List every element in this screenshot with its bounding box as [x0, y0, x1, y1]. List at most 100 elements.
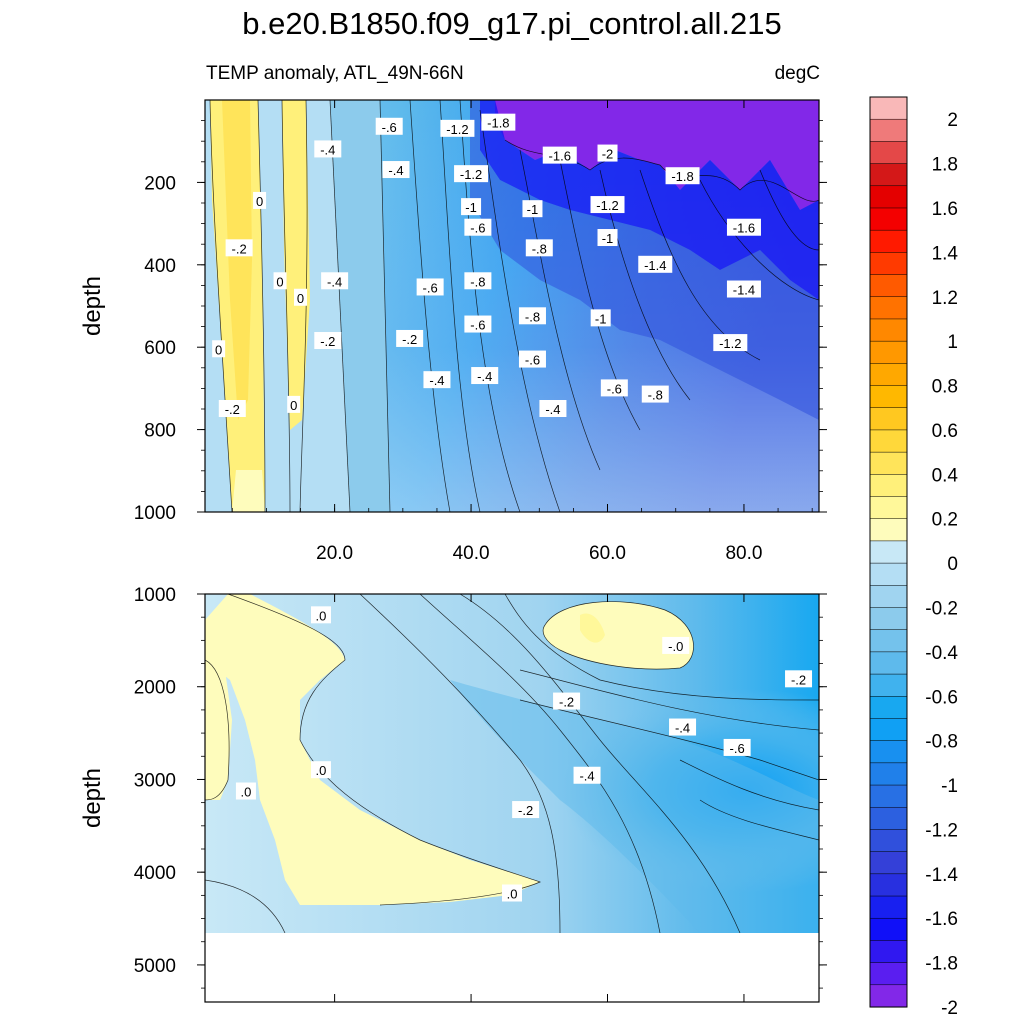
contour-label-text: -1.2 — [460, 167, 482, 182]
contour-label-box — [518, 350, 546, 368]
contour-label-text: -1.4 — [733, 283, 755, 298]
contour-label: 0 — [212, 340, 226, 358]
contour-label-text: -1.6 — [733, 221, 755, 236]
y-tick-label: 600 — [144, 338, 176, 359]
contour-label: -1.4 — [638, 255, 673, 273]
contour-label: -.8 — [518, 307, 546, 325]
contour-label-box — [273, 272, 287, 290]
contour-label-box — [225, 239, 253, 257]
contour-label: -1.8 — [665, 167, 700, 185]
colorbar-label: 0.8 — [932, 377, 958, 398]
contour-label-text: -.4 — [579, 769, 594, 784]
contour-label-text: -2 — [602, 147, 614, 162]
contour-label: -.4 — [382, 161, 410, 179]
contour-label-box — [597, 229, 618, 247]
colorbar-swatch — [869, 185, 908, 209]
colorbar-label: -0.2 — [925, 598, 958, 619]
contour-label-text: -.2 — [320, 334, 335, 349]
contour-label-box — [525, 239, 553, 257]
contour-label-box — [454, 165, 489, 183]
colorbar-swatch — [869, 895, 908, 919]
colorbar-label: -2 — [941, 998, 958, 1019]
lower-panel: .0 -.0 -.2 -.2 -.4 -.6 .0 -.4 .0 -.2 .0 1000 2000 30… — [79, 585, 827, 1003]
y-tick-label: 3000 — [134, 770, 176, 791]
contour-label-text: 0 — [290, 398, 297, 413]
contour-label: -.0 — [662, 636, 690, 654]
colorbar-swatch — [869, 451, 908, 475]
colorbar-swatch — [869, 496, 908, 520]
contour-label: -.4 — [669, 718, 697, 736]
contour-label: .0 — [310, 761, 331, 779]
contour-label-text: -1 — [602, 231, 614, 246]
colorbar-swatch — [869, 718, 908, 742]
contour-label-text: -.4 — [675, 721, 690, 736]
colorbar-label: 1.8 — [932, 155, 958, 176]
colorbar-swatch — [869, 784, 908, 808]
lower-contour-labels: .0 -.0 -.2 -.2 -.4 -.6 .0 -.4 .0 -.2 .0 — [235, 606, 813, 902]
contour-label: -.4 — [314, 140, 342, 158]
colorbar-label: 1.4 — [932, 243, 959, 264]
contour-label: -.4 — [321, 272, 349, 290]
colorbar-swatch — [869, 762, 908, 786]
contour-label: -1.2 — [454, 165, 489, 183]
contour-label-box — [638, 255, 673, 273]
upper-y-axis: 200 400 600 800 1000 — [134, 120, 827, 524]
contour-label: -.6 — [518, 350, 546, 368]
colorbar-swatch — [869, 363, 908, 387]
contour-label: 0 — [253, 191, 267, 209]
contour-label-text: -.2 — [559, 695, 574, 710]
contour-label-text: -1.2 — [446, 122, 468, 137]
colorbar-label: 1.6 — [932, 199, 958, 220]
contour-label-box — [542, 146, 577, 164]
contour-label-box — [590, 196, 625, 214]
contour-label-text: -.2 — [791, 672, 806, 687]
contour-label-text: -.6 — [470, 221, 485, 236]
contour-label-box — [314, 332, 342, 350]
contour-label-text: -.2 — [402, 332, 417, 347]
colorbar-swatch — [869, 851, 908, 875]
contour-label-text: -.6 — [730, 741, 745, 756]
contour-label: .0 — [310, 606, 331, 624]
contour-label: -.8 — [464, 272, 492, 290]
colorbar-swatch — [869, 429, 908, 453]
colorbar-swatch — [869, 296, 908, 320]
colorbar-swatch — [869, 141, 908, 165]
contour-label-text: -.4 — [477, 369, 492, 384]
contour-label: -.6 — [723, 738, 751, 756]
contour-label-text: -.6 — [423, 280, 438, 295]
y-tick-label: 1000 — [134, 503, 176, 524]
contour-label: -.8 — [525, 239, 553, 257]
figure-title: b.e20.B1850.f09_g17.pi_control.all.215 — [242, 6, 782, 41]
y-tick-label: 400 — [144, 256, 176, 277]
contour-label: -.2 — [218, 400, 246, 417]
contour-label-box — [416, 278, 444, 296]
contour-label-box — [321, 272, 349, 290]
contour-label-text: -.0 — [668, 639, 683, 654]
colorbar-swatch — [869, 873, 908, 897]
contour-label-text: -1.8 — [671, 169, 693, 184]
contour-label-text: -.8 — [470, 274, 485, 289]
contour-label-box — [253, 191, 267, 209]
colorbar-swatch — [869, 163, 908, 187]
colorbar: 2 1.8 1.6 1.4 1.2 1 0.8 0.6 0.4 0.2 0 -0.2 -0.4 -0.6 -… — [869, 96, 959, 1019]
contour-label: -1 — [597, 229, 618, 247]
contour-label: -.2 — [314, 332, 342, 350]
plot-subtitle: TEMP anomaly, ATL_49N-66N — [206, 63, 464, 84]
contour-label-text: -.4 — [429, 373, 444, 388]
contour-label: 0 — [294, 288, 308, 306]
colorbar-swatch — [869, 984, 908, 1008]
y-tick-label: 5000 — [134, 956, 176, 977]
colorbar-label: 0.4 — [932, 465, 959, 486]
contour-label-box — [396, 329, 424, 347]
contour-label-box — [464, 272, 492, 290]
contour-label: -.8 — [641, 385, 669, 403]
y-tick-label: 1000 — [134, 585, 176, 606]
colorbar-swatch — [869, 585, 908, 609]
contour-label-text: -.4 — [320, 142, 335, 157]
colorbar-swatch — [869, 740, 908, 764]
contour-label-box — [310, 606, 331, 624]
contour-label-text: -.6 — [525, 353, 540, 368]
colorbar-swatch — [869, 207, 908, 231]
x-tick-label: 60.0 — [589, 543, 626, 564]
